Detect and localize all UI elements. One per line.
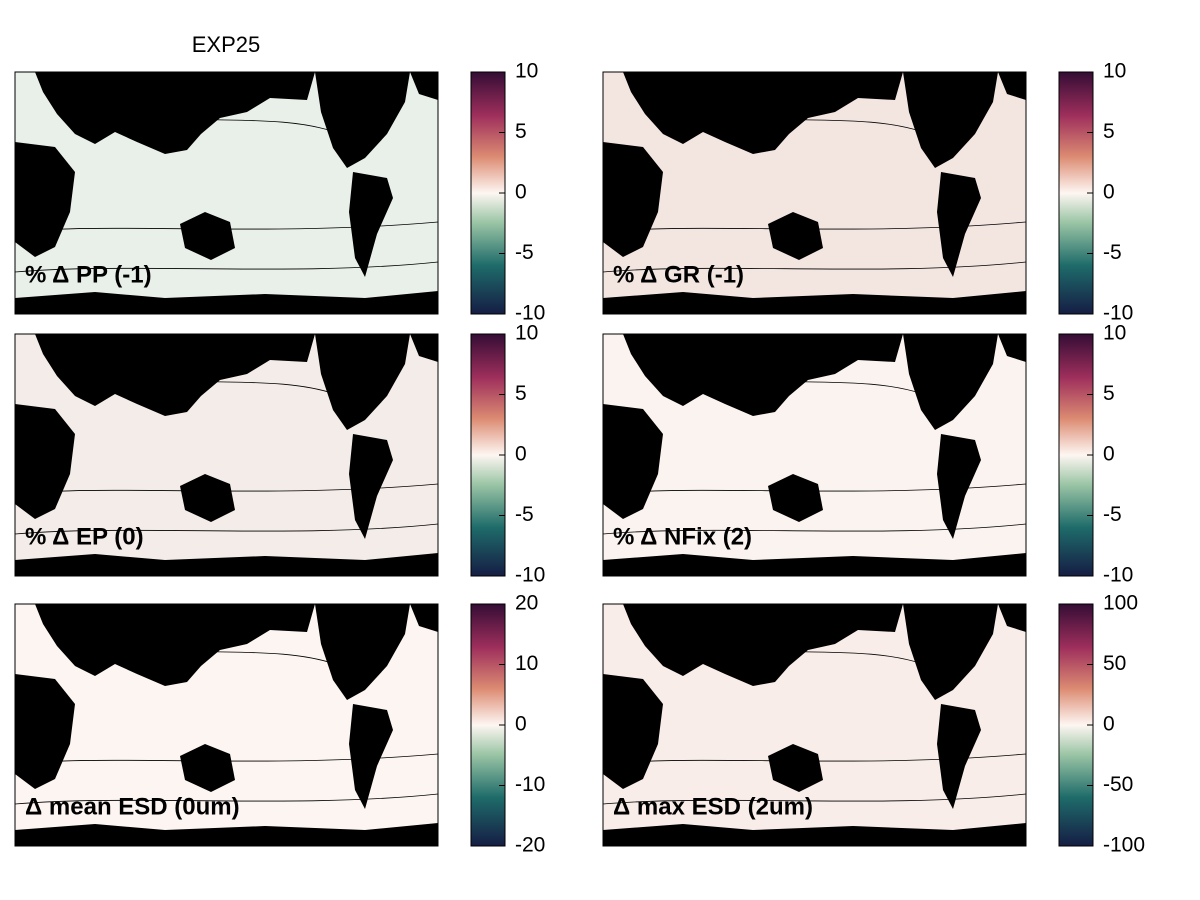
colorbar-tick-label: -10 <box>515 564 545 587</box>
colorbar-tick-label: -5 <box>1103 241 1122 264</box>
colorbar-tick-label: -10 <box>515 302 545 325</box>
colorbar-tick-label: -10 <box>1103 564 1133 587</box>
colorbar-tick-label: 100 <box>1103 592 1138 615</box>
colorbar-tick-label: 0 <box>1103 443 1115 466</box>
colorbar-tick-label: -5 <box>515 503 534 526</box>
figure-title: EXP25 <box>192 32 261 57</box>
colorbar-tick-label: -10 <box>515 773 545 796</box>
panel-label: Δ max ESD (2um) <box>613 793 813 820</box>
colorbar-tick-label: 0 <box>515 713 527 736</box>
panel-label: % Δ GR (-1) <box>613 261 744 288</box>
colorbar-tick-label: 10 <box>515 652 538 675</box>
map-panel <box>14 333 439 577</box>
colorbar-tick-label: 10 <box>515 60 538 83</box>
map-frame <box>602 333 1027 577</box>
map-panel <box>14 71 439 315</box>
map-panel <box>14 603 439 847</box>
colorbar-tick-label: -5 <box>515 241 534 264</box>
colorbar-tick-label: 5 <box>515 120 527 143</box>
map-frame <box>602 603 1027 847</box>
colorbar-tick-label: 5 <box>1103 382 1115 405</box>
colorbar-tick-label: 5 <box>1103 120 1115 143</box>
colorbar-tick-label: -20 <box>515 834 545 857</box>
colorbar-tick-label: 10 <box>515 322 538 345</box>
colorbar-tick-label: 10 <box>1103 60 1126 83</box>
colorbar-tick-label: 0 <box>1103 713 1115 736</box>
map-frame <box>14 71 439 315</box>
panel-label: % Δ EP (0) <box>25 523 144 550</box>
map-panel <box>602 333 1027 577</box>
colorbar-tick-label: 0 <box>515 443 527 466</box>
map-panel <box>602 603 1027 847</box>
colorbar-tick-label: -50 <box>1103 773 1133 796</box>
colorbar-tick-label: 50 <box>1103 652 1126 675</box>
colorbar-tick-label: 5 <box>515 382 527 405</box>
map-frame <box>14 603 439 847</box>
colorbar-tick-label: 20 <box>515 592 538 615</box>
panel-label: Δ mean ESD (0um) <box>25 793 240 820</box>
map-frame <box>602 71 1027 315</box>
colorbar-tick-label: 0 <box>515 181 527 204</box>
map-frame <box>14 333 439 577</box>
map-panel <box>602 71 1027 315</box>
colorbar-tick-label: -5 <box>1103 503 1122 526</box>
colorbar-tick-label: -100 <box>1103 834 1145 857</box>
colorbar-tick-label: -10 <box>1103 302 1133 325</box>
colorbar-tick-label: 0 <box>1103 181 1115 204</box>
panel-label: % Δ NFix (2) <box>613 523 752 550</box>
panel-label: % Δ PP (-1) <box>25 261 152 288</box>
colorbar-tick-label: 10 <box>1103 322 1126 345</box>
